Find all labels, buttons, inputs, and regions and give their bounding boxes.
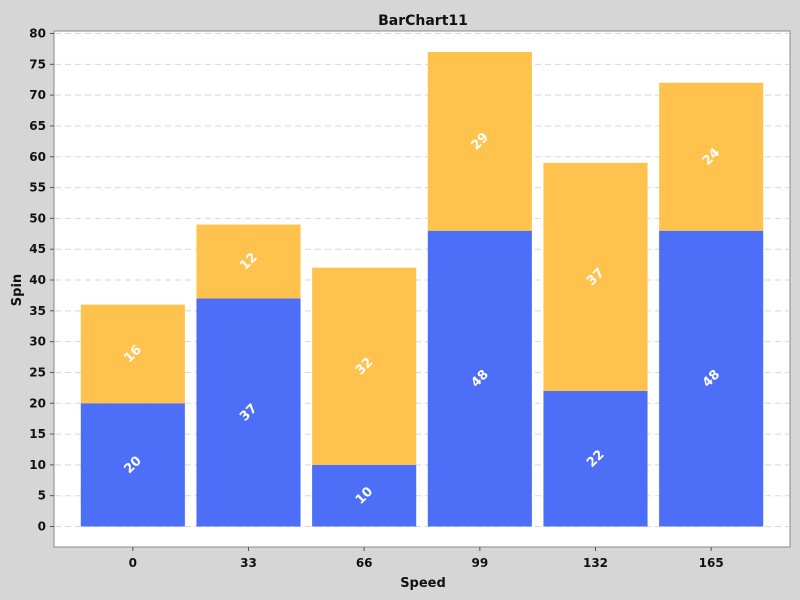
y-tick-label: 75 xyxy=(29,57,46,71)
y-tick-label: 60 xyxy=(29,150,46,164)
x-axis-title: Speed xyxy=(400,576,446,591)
bar-segment-series2-165 xyxy=(659,82,764,231)
y-tick-label: 30 xyxy=(29,335,46,349)
bar-segment-series1-0 xyxy=(80,403,185,527)
bar-segment-series2-33 xyxy=(196,224,301,299)
y-tick-label: 0 xyxy=(38,520,46,534)
y-tick-label: 35 xyxy=(29,304,46,318)
y-tick-label: 55 xyxy=(29,181,46,195)
chart-title: BarChart11 xyxy=(378,13,468,29)
y-tick-label: 80 xyxy=(29,27,46,41)
x-tick-label: 132 xyxy=(583,556,608,570)
x-tick-label: 33 xyxy=(240,556,257,570)
bar-segment-series2-132 xyxy=(543,162,648,391)
y-tick-label: 70 xyxy=(29,88,46,102)
bar-segment-series2-99 xyxy=(427,51,532,231)
bar-segment-series1-33 xyxy=(196,298,301,527)
bar-segment-series2-66 xyxy=(312,267,417,465)
axes: 0 5 10 15 20 25 30 35 40 45 50 55 60 65 70 75 80 0 33 66 99 1… xyxy=(29,27,723,571)
y-tick-label: 20 xyxy=(29,396,46,410)
y-tick-label: 40 xyxy=(29,273,46,287)
bar-segment-series2-0 xyxy=(80,304,185,404)
bar-segment-series1-165 xyxy=(659,230,764,527)
y-tick-label: 50 xyxy=(29,211,46,225)
x-tick-label: 0 xyxy=(129,556,137,570)
bars xyxy=(80,51,764,527)
y-tick-label: 45 xyxy=(29,242,46,256)
y-tick-label: 10 xyxy=(29,458,46,472)
y-tick-label: 15 xyxy=(29,427,46,441)
x-tick-label: 66 xyxy=(356,556,373,570)
x-tick-label: 165 xyxy=(699,556,724,570)
y-axis-title: Spin xyxy=(10,274,25,306)
bar-segment-series1-132 xyxy=(543,390,648,527)
x-tick-label: 99 xyxy=(471,556,488,570)
bar-segment-series1-66 xyxy=(312,464,417,527)
y-tick-label: 5 xyxy=(38,489,46,503)
y-tick-label: 25 xyxy=(29,365,46,379)
bar-segment-series1-99 xyxy=(427,230,532,527)
y-tick-label: 65 xyxy=(29,119,46,133)
